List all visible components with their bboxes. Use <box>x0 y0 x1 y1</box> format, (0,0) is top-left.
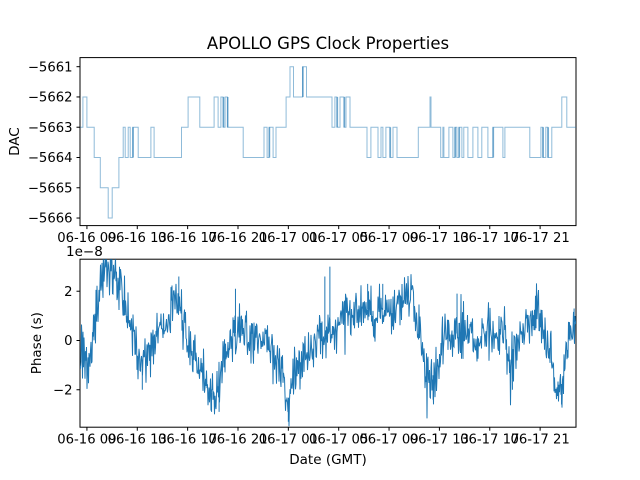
y-tick-label: −5662 <box>28 91 73 106</box>
x-tick-label: 06-16 17 <box>158 432 217 447</box>
x-tick-label: 06-17 05 <box>309 231 368 246</box>
x-tick-label: 06-16 13 <box>108 432 167 447</box>
phase-series-group <box>80 259 576 427</box>
y-tick-label: −5664 <box>28 151 73 166</box>
x-tick-label: 06-16 09 <box>57 432 116 447</box>
y-tick-label: 0 <box>64 334 72 349</box>
x-tick-label: 06-16 21 <box>208 231 267 246</box>
y-tick-label: −2 <box>53 383 72 398</box>
x-tick-label: 06-17 21 <box>510 432 569 447</box>
x-axis-label: Date (GMT) <box>289 452 366 468</box>
x-tick-label: 06-17 01 <box>259 231 318 246</box>
y-tick-label: −5666 <box>28 212 73 227</box>
x-tick-label: 06-16 21 <box>208 432 267 447</box>
x-tick-label: 06-17 17 <box>460 432 519 447</box>
x-tick-label: 06-17 05 <box>309 432 368 447</box>
x-tick-label: 06-17 13 <box>410 432 469 447</box>
phase-line <box>80 259 576 427</box>
x-tick-label: 06-17 21 <box>510 231 569 246</box>
y-tick-label: −5665 <box>28 181 73 196</box>
axes-spine <box>79 57 577 227</box>
x-tick-label: 06-17 13 <box>410 231 469 246</box>
dac-step-line <box>80 66 576 219</box>
y-tick-label: 2 <box>64 285 72 300</box>
chart-title: APOLLO GPS Clock Properties <box>207 34 449 53</box>
x-tick-label: 06-17 09 <box>359 231 418 246</box>
x-tick-label: 06-17 01 <box>259 432 318 447</box>
phase-offset-text: 1e−8 <box>66 244 103 260</box>
axes-spine <box>79 258 577 428</box>
y-tick-label: −5663 <box>28 121 73 136</box>
x-tick-label: 06-16 13 <box>108 231 167 246</box>
x-tick-label: 06-17 09 <box>359 432 418 447</box>
dac-series-group <box>80 66 576 219</box>
x-tick-label: 06-17 17 <box>460 231 519 246</box>
x-tick-label: 06-16 17 <box>158 231 217 246</box>
dac-y-axis-label: DAC <box>7 127 23 156</box>
x-tick-label: 06-16 09 <box>57 231 116 246</box>
y-tick-label: −5661 <box>28 60 73 75</box>
phase-y-axis-label: Phase (s) <box>29 312 45 374</box>
